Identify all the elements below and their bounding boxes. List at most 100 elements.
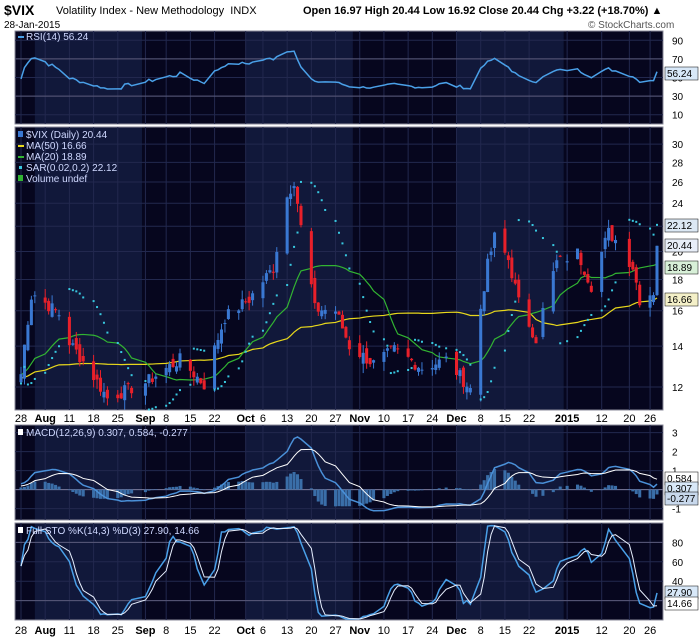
close-last-tag: 20.44 — [667, 241, 692, 252]
candle-body — [444, 356, 448, 358]
sar-dot — [75, 290, 78, 293]
candle-body — [240, 299, 244, 310]
macd-histogram-bar — [264, 481, 268, 490]
candle-body — [54, 309, 58, 311]
ticker-symbol: $VIX — [4, 2, 35, 18]
sto-panel-month-band — [34, 523, 142, 620]
watermark: © StockCharts.com — [588, 20, 675, 31]
sar-dot — [179, 389, 181, 392]
candle-body — [558, 255, 562, 257]
candle-body — [368, 358, 372, 365]
sar-dot — [389, 372, 392, 375]
candle-body — [410, 358, 414, 361]
macd-histogram-bar — [285, 476, 289, 490]
candle-body — [154, 376, 158, 379]
macd-histogram-bar — [430, 489, 434, 491]
x-tick-label-bottom: 27 — [329, 625, 341, 637]
macd-histogram-bar — [22, 486, 26, 490]
macd-histogram-bar — [461, 488, 465, 490]
sar-dot — [165, 404, 168, 407]
sar-dot — [628, 218, 631, 221]
sar-dot — [144, 380, 147, 383]
candle-body — [67, 316, 71, 346]
x-tick-label-bottom: 17 — [402, 625, 414, 637]
macd-y-tick: 3 — [672, 429, 678, 440]
macd-histogram-bar — [57, 486, 61, 490]
x-tick-label-bottom: 13 — [281, 625, 293, 637]
sar-dot — [434, 343, 437, 346]
x-tick-label-bottom: Oct — [237, 625, 256, 637]
sar-dot — [23, 365, 26, 368]
sar-dot — [320, 199, 323, 202]
macd-hist-last-tag-background — [664, 491, 699, 506]
sar-dot — [514, 300, 517, 303]
sar-dot — [386, 344, 389, 347]
candle-body — [29, 299, 33, 326]
candle-body — [389, 345, 393, 347]
candle-body — [603, 237, 607, 250]
x-tick-label: 20 — [623, 413, 635, 425]
macd-histogram-bar — [19, 487, 23, 490]
candle-body — [175, 366, 179, 372]
candle-body — [465, 386, 469, 393]
macd-histogram-bar — [489, 471, 493, 490]
candle-body — [527, 299, 531, 327]
sar-dot — [237, 367, 240, 370]
candle-body — [219, 329, 223, 344]
sar-dot — [227, 375, 230, 378]
macd-histogram-bar — [534, 489, 538, 497]
sar-dot — [106, 331, 109, 334]
sar-dot — [203, 349, 206, 352]
sar-dot — [486, 390, 489, 393]
candle-body — [486, 258, 490, 292]
candle-body — [171, 358, 175, 368]
x-tick-label-bottom: 10 — [378, 625, 390, 637]
x-tick-label: 25 — [112, 413, 124, 425]
candle-body — [126, 383, 130, 385]
macd-histogram-bar — [223, 483, 227, 490]
macd-histogram-bar — [479, 484, 483, 490]
macd-histogram-bar — [607, 485, 611, 490]
candle-body — [299, 205, 303, 226]
macd-histogram-bar — [188, 486, 192, 490]
sar-dot — [576, 336, 579, 339]
macd-histogram-bar — [468, 489, 472, 491]
sar-dot — [151, 407, 154, 410]
candle-body — [261, 282, 265, 299]
sar-dot — [510, 314, 513, 317]
candle-body — [285, 197, 289, 254]
macd-histogram-bar — [579, 485, 583, 490]
rsi-y-tick: 70 — [672, 55, 684, 66]
sto-d-last-tag: 14.66 — [667, 599, 692, 610]
macd-histogram-bar — [251, 482, 255, 490]
candle-body — [420, 369, 424, 371]
macd-histogram-bar — [413, 489, 417, 491]
sar-dot — [313, 185, 316, 188]
exchange-label: INDX — [230, 5, 257, 17]
x-tick-label-bottom: 28 — [15, 625, 27, 637]
candle-body — [627, 238, 631, 268]
candle-body — [143, 383, 147, 396]
sar-dot — [78, 292, 81, 295]
price-y-tick: 12 — [672, 383, 684, 394]
macd-histogram-bar — [382, 489, 386, 499]
x-tick-label-bottom: 6 — [260, 625, 266, 637]
price-panel-month-band — [245, 127, 353, 410]
candle-body — [347, 340, 351, 350]
candle-body — [589, 285, 593, 292]
macd-histogram-bar — [199, 488, 203, 490]
candle-body — [506, 255, 510, 261]
candle-body — [195, 376, 199, 383]
macd-histogram-bar — [541, 489, 545, 496]
candle-body — [216, 339, 220, 349]
x-tick-label: 13 — [281, 413, 293, 425]
macd-histogram-bar — [226, 482, 230, 490]
sar-dot — [68, 288, 71, 291]
macd-histogram-bar — [29, 483, 33, 490]
macd-histogram-bar — [240, 481, 244, 490]
rsi-y-tick: 30 — [672, 92, 684, 103]
macd-histogram-bar — [334, 489, 338, 507]
x-tick-label-bottom: 24 — [426, 625, 438, 637]
sar-dot — [656, 223, 658, 226]
ma20-last-tag-background — [664, 260, 699, 275]
